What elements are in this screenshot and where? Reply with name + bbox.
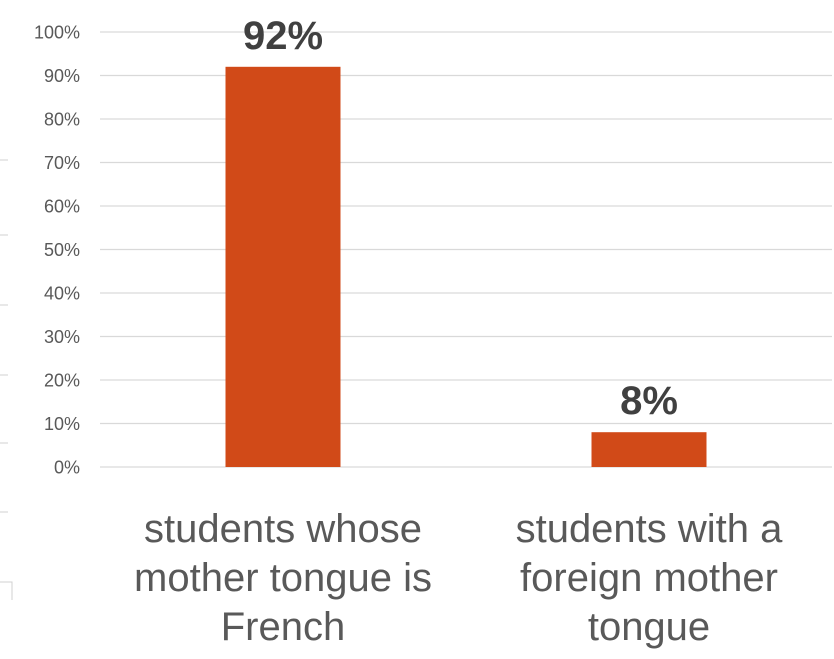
y-tick-label: 30% [44,327,80,347]
left-edge-marks [0,159,13,600]
data-label: 8% [620,379,678,423]
y-tick-label: 0% [54,458,80,478]
y-tick-label: 90% [44,66,80,86]
y-axis-tick-labels: 0% 10% 20% 30% 40% 50% 60% 70% 80% 90% 100% [34,23,80,478]
category-label-line: tongue [588,605,710,649]
edge-bracket [0,581,13,600]
y-tick-label: 100% [34,23,80,43]
category-label-line: students whose [144,507,422,551]
bar [225,66,341,468]
y-tick-label: 80% [44,110,80,130]
category-label-line: foreign mother [520,556,778,600]
category-label-line: students with a [516,507,784,551]
bar [591,432,707,467]
category-labels: students whose mother tongue is Frenchstud… [134,507,783,649]
y-tick-label: 20% [44,371,80,391]
y-tick-label: 40% [44,284,80,304]
y-tick-label: 50% [44,240,80,260]
category-label: students whose mother tongue is French [134,507,432,649]
y-tick-label: 60% [44,197,80,217]
y-tick-label: 70% [44,153,80,173]
gridlines [100,31,832,468]
data-label: 92% [243,14,323,58]
bars [225,66,707,468]
category-label-line: French [221,605,346,649]
data-labels: 92% 8% [243,14,678,423]
y-tick-label: 10% [44,414,80,434]
category-label: students with a foreign mother tongue [516,507,784,649]
category-label-line: mother tongue is [134,556,432,600]
